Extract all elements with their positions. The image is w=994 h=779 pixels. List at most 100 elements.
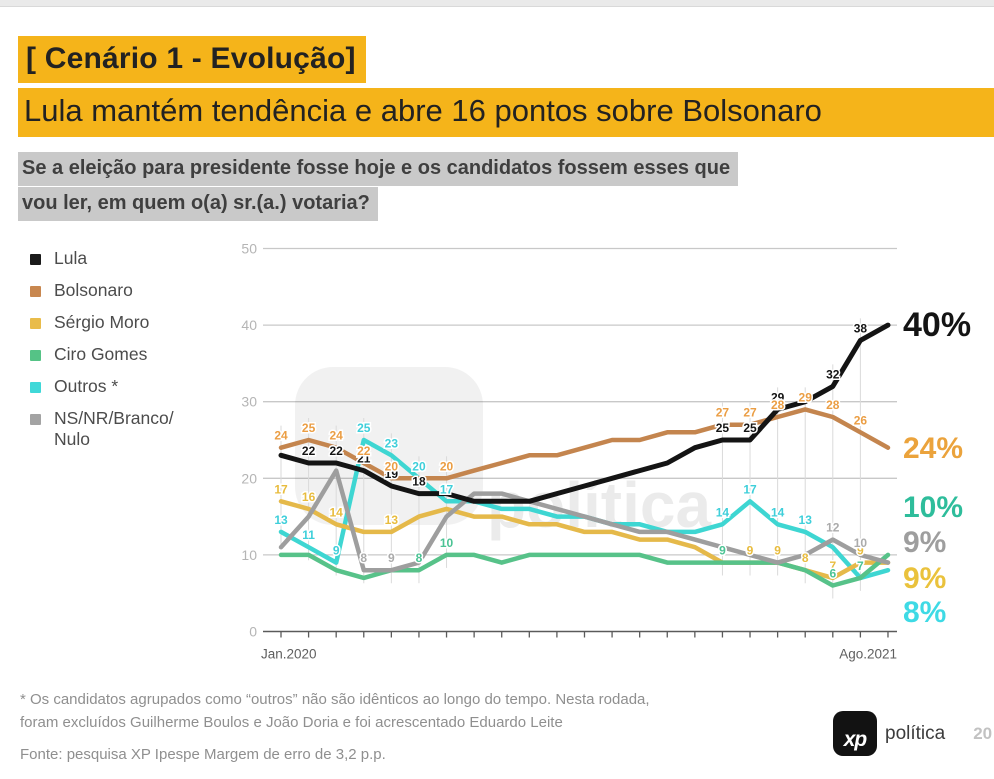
legend-item-label: Ciro Gomes	[54, 344, 148, 364]
legend-item: Sérgio Moro	[30, 312, 174, 333]
legend-swatch-icon	[30, 318, 41, 329]
legend-item-label: Bolsonaro	[54, 280, 133, 300]
data-point-label: 20	[440, 459, 454, 473]
y-axis-tick-label: 40	[241, 317, 257, 333]
data-point-label: 10	[440, 536, 454, 550]
legend-item-label: Outros *	[54, 376, 119, 396]
data-point-label: 27	[716, 406, 730, 420]
subtitle-bar: Lula mantém tendência e abre 16 pontos s…	[18, 88, 994, 137]
data-point-label: 8	[802, 551, 809, 565]
legend-swatch-icon	[30, 382, 41, 393]
data-point-label: 14	[330, 505, 344, 519]
survey-question: Se a eleição para presidente fosse hoje …	[18, 152, 739, 222]
page-subtitle: Lula mantém tendência e abre 16 pontos s…	[24, 93, 822, 128]
series-end-value-label: 10%	[903, 491, 963, 524]
data-point-label: 20	[412, 459, 426, 473]
y-axis-tick-label: 10	[241, 547, 257, 563]
footnote-source: Fonte: pesquisa XP Ipespe Margem de erro…	[20, 746, 386, 763]
footnote-asterisk-line2: foram excluídos Guilherme Boulos e João …	[20, 714, 563, 731]
legend-swatch-icon	[30, 254, 41, 265]
data-point-label: 26	[854, 413, 868, 427]
data-point-label: 22	[330, 444, 344, 458]
data-point-label: 28	[771, 398, 785, 412]
data-point-label: 13	[385, 513, 399, 527]
data-point-label: 32	[826, 367, 840, 381]
brand-name: política	[885, 722, 946, 744]
data-point-label: 17	[440, 482, 454, 496]
data-point-label: 38	[854, 321, 868, 335]
xp-logo-icon: xp	[833, 711, 877, 756]
y-axis-tick-label: 50	[241, 241, 257, 257]
data-point-label: 9	[388, 551, 395, 565]
question-line-2: vou ler, em quem o(a) sr.(a.) votaria?	[18, 187, 378, 221]
series-end-value-label: 40%	[903, 306, 971, 344]
data-point-label: 20	[385, 459, 399, 473]
legend-swatch-icon	[30, 414, 41, 425]
legend-swatch-icon	[30, 350, 41, 361]
data-point-label: 11	[302, 528, 315, 542]
data-point-label: 9	[719, 544, 726, 558]
data-point-label: 17	[274, 482, 288, 496]
series-line-ciro-gomes	[278, 552, 891, 588]
series-line-ns-nr-branco-nulo	[278, 468, 891, 573]
window-top-strip	[0, 0, 994, 7]
data-point-label: 6	[829, 567, 836, 581]
x-axis-start-label: Jan.2020	[261, 647, 317, 662]
data-point-label: 24	[274, 429, 288, 443]
series-line-lula	[278, 322, 891, 504]
data-point-label: 12	[826, 521, 840, 535]
data-point-label: 25	[743, 421, 757, 435]
series-end-value-label: 24%	[903, 432, 963, 465]
brand-footer: xp política 20	[833, 711, 993, 756]
data-point-label: 13	[799, 513, 813, 527]
data-point-label: 25	[302, 421, 316, 435]
title-row: [ Cenário 1 - Evolução]	[18, 36, 366, 83]
data-point-label: 25	[357, 421, 371, 435]
legend-item: Ciro Gomes	[30, 344, 174, 365]
data-point-label: 28	[826, 398, 840, 412]
question-line-1: Se a eleição para presidente fosse hoje …	[18, 152, 739, 186]
page-number: 20	[973, 723, 993, 743]
data-point-label: 24	[330, 429, 344, 443]
y-axis-tick-label: 0	[249, 624, 257, 640]
footnote-asterisk-line1: * Os candidatos agrupados como “outros” …	[20, 691, 650, 708]
data-point-label: 25	[716, 421, 730, 435]
data-point-label: 17	[743, 482, 757, 496]
data-point-label: 29	[799, 390, 813, 404]
data-point-label: 9	[333, 544, 340, 558]
data-point-label: 8	[416, 551, 423, 565]
data-point-label: 7	[857, 559, 864, 573]
data-point-label: 21	[357, 452, 371, 466]
chart-legend: Lula Bolsonaro Sérgio Moro Ciro Gomes Outros…	[30, 248, 174, 461]
series-line-bolsonaro	[278, 407, 891, 481]
legend-item: Outros *	[30, 376, 174, 397]
y-axis-tick-label: 20	[241, 470, 257, 486]
y-axis-tick-label: 30	[241, 394, 257, 410]
legend-item: Lula	[30, 248, 174, 269]
series-end-value-label: 9%	[903, 562, 946, 595]
data-point-label: 9	[719, 544, 726, 558]
data-point-label: 22	[302, 444, 316, 458]
legend-item: Bolsonaro	[30, 280, 174, 301]
data-point-label: 8	[360, 551, 367, 565]
data-point-label: 18	[412, 475, 426, 489]
data-point-label: 29	[771, 390, 785, 404]
footnotes: * Os candidatos agrupados como “outros” …	[20, 688, 680, 766]
data-point-label: 9	[857, 544, 864, 558]
series-end-value-label: 8%	[903, 596, 946, 629]
data-point-label: 27	[743, 406, 757, 420]
data-point-label: 13	[274, 513, 288, 527]
x-axis-end-label: Ago.2021	[839, 647, 897, 662]
legend-item-label: NS/NR/Branco/Nulo	[54, 408, 174, 449]
series-end-value-label: 9%	[903, 526, 946, 559]
page-title: [ Cenário 1 - Evolução]	[18, 36, 366, 83]
data-point-label: 9	[747, 544, 754, 558]
data-point-label: 7	[829, 559, 836, 573]
data-point-label: 23	[385, 436, 399, 450]
data-point-label: 14	[716, 505, 730, 519]
legend-item-label: Sérgio Moro	[54, 312, 150, 332]
legend-item-label: Lula	[54, 248, 88, 268]
data-point-label: 22	[357, 444, 371, 458]
data-point-label: 9	[774, 544, 781, 558]
